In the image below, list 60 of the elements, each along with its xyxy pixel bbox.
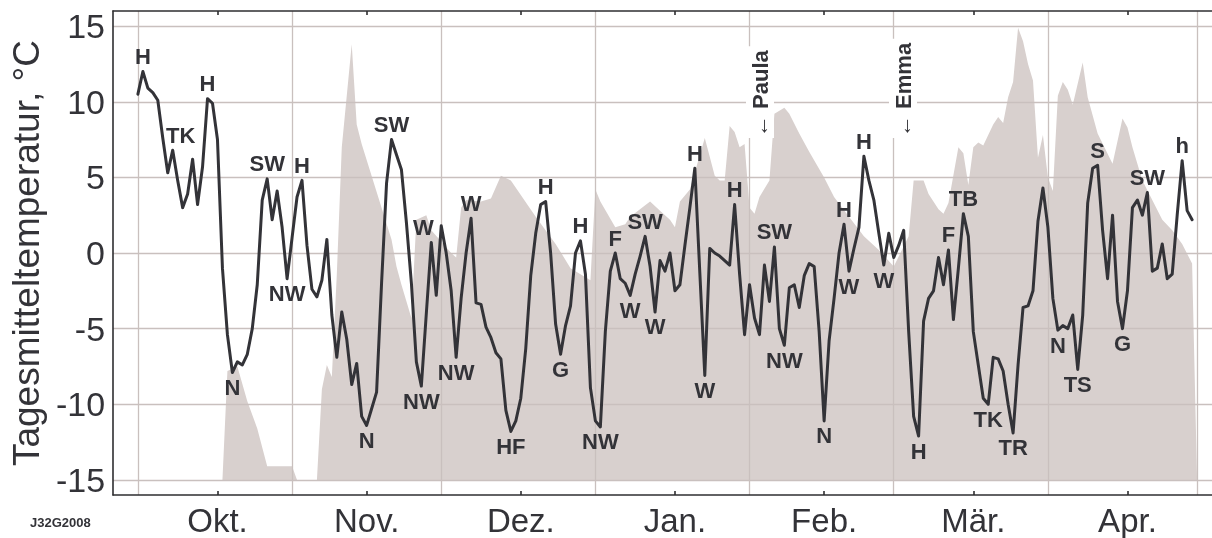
annotation: F xyxy=(941,222,956,248)
annotation: N xyxy=(224,374,241,400)
annotation: SW xyxy=(1129,165,1166,190)
annotation: W xyxy=(412,214,434,240)
y-tick-label: 10 xyxy=(67,82,106,121)
annotation: TR xyxy=(998,435,1028,461)
y-tick-label: -5 xyxy=(74,309,106,348)
annotation: NW xyxy=(437,359,475,385)
annotation: SW xyxy=(627,208,664,234)
x-tick-label: Dez. xyxy=(486,502,555,538)
annotation: S xyxy=(1090,137,1105,163)
annotation: W xyxy=(460,190,482,216)
annotation: H xyxy=(199,71,216,97)
text: J32G2008 xyxy=(30,514,91,530)
annotation: N xyxy=(1049,332,1066,358)
annotation: TK xyxy=(973,406,1003,432)
annotation: H xyxy=(686,140,703,166)
y-tick-label: 0 xyxy=(86,234,106,272)
annotation: G xyxy=(552,356,570,382)
y-tick-label: -10 xyxy=(55,385,106,424)
annotation: NW xyxy=(766,347,803,373)
y-tick-label: 5 xyxy=(86,158,106,197)
annotation: NW xyxy=(403,388,440,414)
annotation: H xyxy=(855,128,872,154)
x-tick-label: Nov. xyxy=(333,502,400,538)
annotation: NW xyxy=(268,281,306,307)
annotation: SW xyxy=(373,112,410,138)
annotation: H xyxy=(294,152,310,178)
annotation: H xyxy=(537,174,554,200)
annotation: W xyxy=(838,273,860,299)
y-axis-title: Tagesmitteltemperatur, °C xyxy=(6,39,47,467)
annotation: G xyxy=(1113,331,1132,357)
annotation: W xyxy=(619,297,641,323)
x-tick-label: Mär. xyxy=(941,502,1006,538)
annotation: N xyxy=(816,423,833,449)
y-tick-label: -15 xyxy=(55,460,106,499)
annotation: ← Emma xyxy=(890,42,916,137)
x-tick-label: Feb. xyxy=(791,502,858,538)
annotation: TK xyxy=(166,122,196,148)
annotation: W xyxy=(644,314,666,340)
annotation: H xyxy=(910,438,927,464)
annotation: ← Paula xyxy=(747,49,773,137)
y-tick-label: 15 xyxy=(67,7,106,46)
x-tick-label: Jan. xyxy=(643,502,707,538)
annotation: W xyxy=(694,378,716,404)
annotation: N xyxy=(358,427,375,453)
annotation: TB xyxy=(948,186,979,212)
annotation: W xyxy=(873,267,895,293)
annotation: NW xyxy=(582,429,619,455)
x-tick-label: Okt. xyxy=(187,502,248,538)
annotation: h xyxy=(1175,133,1189,159)
annotation: TS xyxy=(1063,371,1092,397)
annotation: H xyxy=(134,44,151,69)
annotation: H xyxy=(572,213,589,239)
annotation: SW xyxy=(249,151,286,177)
annotation: F xyxy=(608,225,623,251)
annotation: H xyxy=(726,177,743,203)
annotation: HF xyxy=(496,433,526,459)
annotation: H xyxy=(836,196,852,222)
annotation: SW xyxy=(756,219,793,245)
